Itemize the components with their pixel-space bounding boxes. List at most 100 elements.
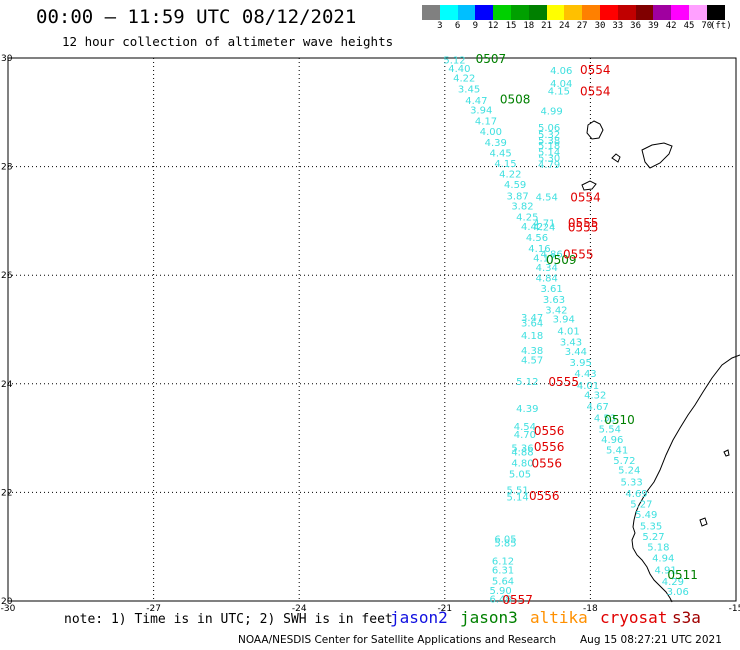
color-bar-label: 12: [487, 21, 499, 31]
x-tick-label: -27: [146, 604, 161, 614]
jason3-pass-label: 0509: [546, 253, 577, 267]
wave-height-label: 5.27: [642, 532, 664, 543]
legend-cryosat: cryosat: [600, 608, 668, 627]
color-bar-label: 6: [454, 21, 461, 31]
wave-height-label: 3.47: [521, 313, 543, 324]
cryosat-pass-label: 0557: [502, 593, 533, 607]
wave-height-label: 5.72: [613, 456, 635, 467]
color-swatch: [564, 5, 583, 20]
canary-island-2: [641, 142, 673, 169]
wave-height-label: 4.15: [548, 87, 570, 98]
color-bar-label: 45: [683, 21, 695, 31]
wave-height-label: 5.54: [599, 424, 621, 435]
wave-height-label: 4.67: [587, 402, 609, 413]
color-swatch: [599, 5, 618, 20]
map-title: 00:00 – 11:59 UTC 08/12/2021: [36, 6, 357, 28]
color-bar-label: 33: [612, 21, 624, 31]
cryosat-pass-label: 0556: [529, 489, 560, 503]
wave-height-label: 4.16: [528, 244, 550, 255]
wave-height-label: 4.57: [521, 355, 543, 366]
cryosat-pass-label: 0554: [570, 190, 601, 204]
canary-island-4: [581, 180, 597, 191]
cryosat-pass-label: 0555: [568, 220, 599, 234]
wave-height-label: 6.31: [492, 566, 514, 577]
wave-height-label: 4.54: [536, 192, 558, 203]
wave-height-label: 5.27: [630, 499, 652, 510]
wave-height-label: 3.63: [543, 295, 565, 306]
wave-height-label: 6.05: [494, 535, 516, 546]
wave-height-label: 4.80: [511, 459, 533, 470]
color-bar-label: 42: [665, 21, 677, 31]
plot-frame: [7, 57, 737, 602]
map-subtitle: 12 hour collection of altimeter wave hei…: [62, 34, 394, 49]
wave-height-label: 5.32: [538, 130, 560, 141]
y-tick-label: 30: [1, 54, 13, 64]
africa-coastline: [631, 354, 740, 603]
wave-height-label: 4.17: [533, 253, 555, 264]
wave-height-label: 6.12: [492, 556, 514, 567]
wave-height-label: 6.48: [489, 594, 511, 605]
jason3-pass-label: 0511: [667, 568, 698, 582]
wave-height-label: 4.15: [494, 159, 516, 170]
color-swatch: [671, 5, 689, 20]
wave-height-label: 4.42: [521, 222, 543, 233]
wave-height-label: 4.69: [625, 489, 647, 500]
wave-height-label: 5.33: [621, 478, 643, 489]
color-swatch: [546, 5, 565, 20]
jason3-pass-label: 0510: [604, 413, 635, 427]
color-bar-label: 3: [437, 21, 443, 31]
wave-height-label: 5.18: [647, 543, 669, 554]
wave-height-label: 4.88: [511, 448, 533, 459]
color-swatch: [635, 5, 654, 20]
wave-height-label: 4.01: [557, 327, 579, 338]
wave-height-label: 4.94: [652, 554, 674, 565]
wave-height-label: 5.41: [606, 446, 628, 457]
color-bar-label: 36: [630, 21, 642, 31]
x-tick-label: -21: [437, 604, 452, 614]
wave-height-label: 3.82: [511, 202, 533, 213]
canary-island-3: [611, 153, 621, 163]
wave-height-label: 4.24: [533, 222, 555, 233]
y-tick-label: 22: [1, 488, 12, 498]
timestamp-text: Aug 15 08:27:21 UTC 2021: [580, 634, 722, 646]
wave-height-label: 4.29: [662, 577, 684, 588]
color-swatch: [706, 5, 725, 20]
wave-height-label: 3.94: [470, 106, 492, 117]
color-swatch: [439, 5, 458, 20]
jason3-pass-label: 0508: [500, 93, 531, 107]
color-swatch: [582, 5, 600, 20]
color-bar-label: 15: [505, 21, 517, 31]
cryosat-pass-label: 0554: [580, 85, 611, 99]
color-swatch: [422, 5, 440, 20]
canary-island-1: [586, 120, 604, 140]
wave-height-label: 3.06: [667, 587, 689, 598]
coastline: [581, 120, 740, 603]
wave-height-label: 4.70: [514, 430, 536, 441]
footer-note: note: 1) Time is in UTC; 2) SWH is in fe…: [64, 612, 393, 627]
wave-height-label: 5.36: [511, 443, 533, 454]
wave-height-label: 4.06: [550, 66, 572, 77]
cryosat-pass-label: 0555: [563, 247, 594, 261]
color-bar-unit: (ft): [709, 21, 732, 31]
wave-height-label: 5.38: [538, 136, 560, 147]
wave-height-label: 5.30: [538, 153, 560, 164]
color-bar-label: 27: [576, 21, 588, 31]
wave-height-label: 4.43: [574, 369, 596, 380]
wave-height-label: 4.86: [540, 249, 562, 260]
wave-height-label: 5.24: [618, 466, 640, 477]
islet-1: [699, 517, 708, 527]
x-tick-label: -18: [583, 604, 598, 614]
wave-height-label: 4.22: [453, 74, 475, 85]
wave-height-label: 4.53: [594, 413, 616, 424]
wave-height-label: 5.05: [509, 469, 531, 480]
wave-height-label: 5.14: [538, 147, 560, 158]
color-swatch: [493, 5, 511, 20]
wave-height-label: 3.87: [506, 191, 528, 202]
color-bar: [422, 5, 725, 20]
wave-height-label: 4.32: [584, 391, 606, 402]
wave-height-label: 4.54: [514, 422, 536, 433]
wave-height-label: 4.39: [516, 404, 538, 415]
color-bar-label: 30: [594, 21, 606, 31]
y-tick-label: 24: [1, 380, 13, 390]
